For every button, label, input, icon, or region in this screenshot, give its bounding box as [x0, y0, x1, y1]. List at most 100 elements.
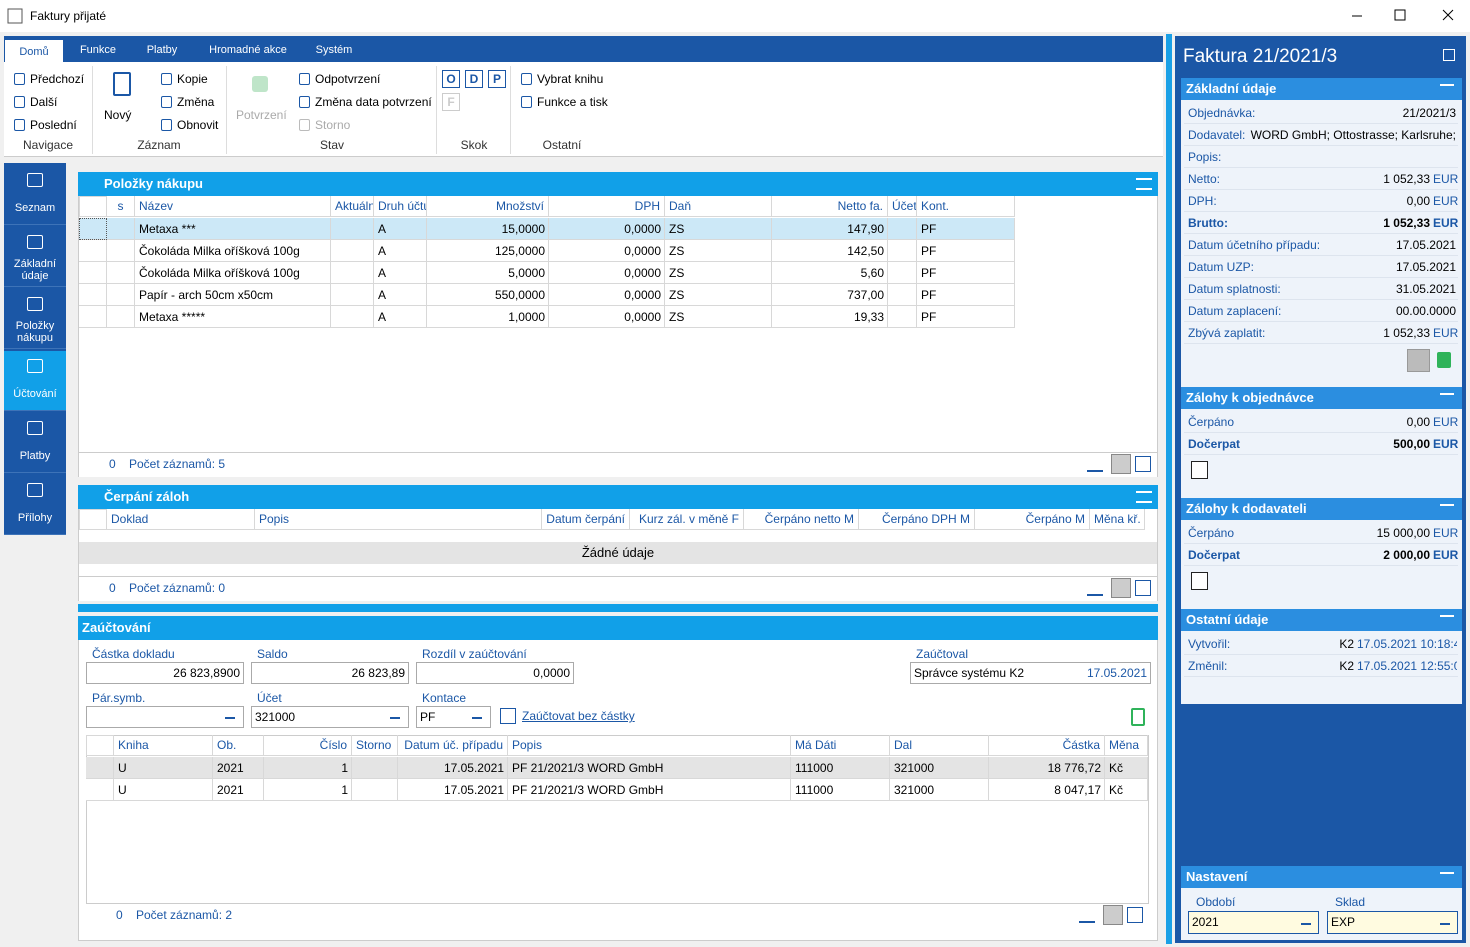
- splitter[interactable]: [78, 604, 1158, 612]
- cell-border: [374, 306, 427, 328]
- ribbon-button[interactable]: Odpotvrzení: [315, 72, 381, 86]
- panel-menu[interactable]: [1136, 178, 1152, 190]
- ribbon-tabs: [4, 36, 1163, 62]
- section-header: [1181, 498, 1462, 520]
- row-selector[interactable]: [86, 757, 114, 779]
- ribbon-button[interactable]: Storno: [315, 118, 351, 132]
- cell-border: [352, 757, 398, 779]
- sum-button[interactable]: [1079, 907, 1095, 923]
- row-line: [1184, 211, 1458, 212]
- ribbon-tab[interactable]: Hromadné akce: [209, 44, 287, 56]
- cell-border: [890, 779, 989, 801]
- ribbon-button[interactable]: Předchozí: [30, 72, 85, 86]
- input-field[interactable]: 0,0000: [416, 662, 574, 684]
- checkbox-label[interactable]: Zaúčtovat bez částky: [522, 709, 635, 723]
- ribbon-button[interactable]: Kopie: [177, 72, 208, 86]
- row-selector[interactable]: [79, 218, 107, 240]
- ribbon-button[interactable]: Další: [30, 95, 58, 109]
- input-field[interactable]: 26 823,89: [251, 662, 409, 684]
- input-field[interactable]: PF: [416, 706, 491, 728]
- input-field[interactable]: [86, 706, 244, 728]
- cell-border: [331, 306, 374, 328]
- row-selector[interactable]: [79, 284, 107, 306]
- ribbon-tab[interactable]: Platby: [146, 44, 178, 56]
- ribbon-button[interactable]: Nový: [104, 108, 132, 122]
- cell-border: [374, 240, 427, 262]
- table-header: Má Dáti: [791, 735, 890, 756]
- settings-input[interactable]: EXP: [1327, 911, 1458, 934]
- ribbon-tab[interactable]: Domů: [5, 38, 63, 62]
- section-header: [1181, 866, 1462, 888]
- detail-unit: 17.05.2021 10:18:40: [1357, 637, 1457, 651]
- footer-button[interactable]: [1135, 580, 1151, 596]
- ribbon-button[interactable]: Poslední: [30, 118, 77, 132]
- popout-icon[interactable]: [1443, 49, 1455, 61]
- ribbon-button[interactable]: P: [488, 70, 506, 88]
- input-field[interactable]: Správce systému K2 17.05.2021: [910, 662, 1151, 684]
- input-field[interactable]: 26 823,8900: [86, 662, 244, 684]
- footer-button[interactable]: [1111, 454, 1131, 474]
- sidebar-item[interactable]: Základní údaje: [4, 227, 66, 287]
- detail-unit: EUR: [1433, 216, 1459, 230]
- cell-border: [213, 779, 264, 801]
- ribbon-tab[interactable]: Funkce: [79, 44, 117, 56]
- input-field[interactable]: 321000: [251, 706, 409, 728]
- collapse-button[interactable]: [1440, 393, 1454, 403]
- collapse-button[interactable]: [1440, 872, 1454, 882]
- ribbon-button[interactable]: Potvrzení: [236, 108, 287, 122]
- settings-input[interactable]: 2021: [1188, 911, 1319, 934]
- table-header: Aktuální: [331, 196, 374, 217]
- document-icon[interactable]: [1191, 461, 1208, 479]
- ribbon-button[interactable]: F: [442, 93, 460, 111]
- ribbon-button[interactable]: Vybrat knihu: [537, 72, 604, 86]
- cell-border: [665, 306, 772, 328]
- sum-button[interactable]: [1087, 580, 1103, 596]
- footer-records: Počet záznamů: 2: [136, 908, 233, 922]
- row-selector[interactable]: [86, 779, 114, 801]
- cell-border: [508, 779, 791, 801]
- footer-button[interactable]: [1135, 456, 1151, 472]
- detail-value: 2 000,00: [1383, 548, 1430, 562]
- footer-button[interactable]: [1127, 907, 1143, 923]
- ribbon-button[interactable]: Obnovit: [177, 118, 219, 132]
- table-cell: 18 776,72: [1047, 761, 1101, 775]
- collapse-button[interactable]: [1440, 615, 1454, 625]
- table-cell: 5,0000: [508, 266, 545, 280]
- footer-button[interactable]: [1111, 578, 1131, 598]
- ribbon-group-label: Záznam: [137, 138, 181, 152]
- panel-menu[interactable]: [1136, 491, 1152, 503]
- document-icon[interactable]: [1191, 572, 1208, 590]
- ribbon-tab[interactable]: Systém: [315, 44, 353, 56]
- collapse-button[interactable]: [1440, 504, 1454, 514]
- table-cell: 147,90: [847, 222, 884, 236]
- collapse-button[interactable]: [1440, 84, 1454, 94]
- cell-border: [772, 284, 888, 306]
- detail-unit: EUR: [1433, 526, 1459, 540]
- panel-header: [78, 485, 1158, 509]
- sidebar-item[interactable]: Přílohy: [4, 475, 66, 535]
- row-selector[interactable]: [79, 262, 107, 284]
- row-selector[interactable]: [79, 240, 107, 262]
- sidebar-label: Seznam: [14, 202, 56, 214]
- ribbon-button[interactable]: Změna: [177, 95, 215, 109]
- ribbon-button[interactable]: D: [465, 70, 483, 88]
- sidebar-item[interactable]: Seznam: [4, 165, 66, 225]
- footer-button[interactable]: [1103, 905, 1123, 925]
- field-label: Saldo: [257, 647, 288, 661]
- row-selector[interactable]: [79, 306, 107, 328]
- detail-value: 1 052,33: [1383, 216, 1430, 230]
- sidebar-item[interactable]: Položky nákupu: [4, 289, 66, 349]
- table-cell: A: [378, 288, 387, 302]
- button-icon: [161, 119, 172, 131]
- ribbon-button[interactable]: Změna data potvrzení: [315, 95, 432, 109]
- sidebar-item[interactable]: Účtování: [4, 351, 66, 411]
- footer-records: Počet záznamů: 0: [129, 581, 226, 595]
- ribbon-button[interactable]: O: [442, 70, 460, 88]
- calculator-icon[interactable]: [1131, 708, 1145, 726]
- sidebar-label: Základní údaje: [13, 258, 57, 282]
- sidebar-item[interactable]: Platby: [4, 413, 66, 473]
- checkbox[interactable]: [500, 708, 516, 724]
- sum-button[interactable]: [1087, 456, 1103, 472]
- cell-border: [114, 779, 213, 801]
- ribbon-button[interactable]: Funkce a tisk: [537, 95, 608, 109]
